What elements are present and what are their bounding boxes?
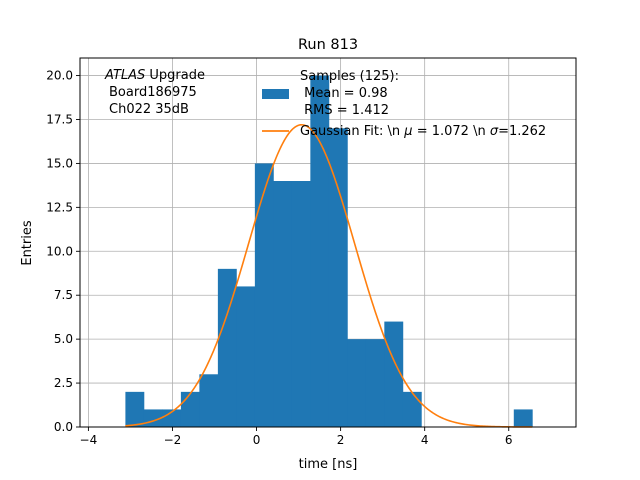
legend-samples-line-2: Mean = 0.98 [300,86,388,101]
atlas-annotation: ATLAS Upgrade Board186975 Ch022 35dB [104,68,205,117]
y-tick-label-2: 5.0 [54,332,73,346]
x-tick-label-5: 6 [505,433,513,447]
histogram-bar-0 [125,391,145,427]
y-tick-label-7: 17.5 [46,113,73,127]
histogram-bar-7 [254,163,274,427]
gaussian-fit-curve [125,123,533,428]
histogram-bar-9 [291,181,311,427]
y-axis-label: Entries [20,220,35,266]
x-tick-label-3: 2 [337,433,345,447]
x-tick-label-1: −2 [164,433,182,447]
histogram-bar-10 [310,75,330,428]
y-tick-label-4: 10.0 [46,244,73,258]
histogram-bars [125,75,533,428]
histogram-bar-15 [402,391,422,427]
axis-ticks: −4 −2 0 2 4 6 0.0 2.5 5.0 7.5 10.0 12.5 15.0 17.5 20.0 [46,69,512,447]
y-tick-label-0: 0.0 [54,420,73,434]
y-tick-label-3: 7.5 [54,288,73,302]
legend-fit-mu-symbol: μ [403,124,412,139]
legend-fit-sigma-symbol: σ [490,124,499,139]
y-tick-label-5: 12.5 [46,200,73,214]
histogram-bar-6 [236,286,256,427]
histogram-bar-5 [217,268,237,427]
x-tick-label-2: 0 [253,433,261,447]
legend-fit-suffix: =1.262 [498,124,546,139]
histogram-bar-12 [347,339,367,427]
histogram-bar-4 [199,374,219,427]
legend-fit-prefix: Gaussian Fit: \n [300,124,404,139]
histogram-bar-8 [273,181,293,427]
histogram-bar-2 [162,409,182,427]
x-tick-label-4: 4 [421,433,429,447]
legend: Samples (125): Mean = 0.98 RMS = 1.412 G… [262,69,546,139]
histogram-bar-13 [365,339,385,427]
annotation-board: Board186975 [109,85,197,100]
plot-frame [79,57,577,428]
x-axis-label: time [ns] [299,457,358,472]
chart-title: Run 813 [298,37,358,53]
y-tick-label-8: 20.0 [46,69,73,83]
legend-samples-line-3: RMS = 1.412 [300,103,389,118]
annotation-upgrade: Upgrade [145,68,205,83]
annotation-atlas: ATLAS [104,68,145,83]
legend-samples-swatch [262,89,289,99]
histogram-bar-21 [513,409,533,427]
y-tick-label-1: 2.5 [54,376,73,390]
annotation-channel: Ch022 35dB [109,102,189,117]
x-tick-label-0: −4 [80,433,98,447]
y-tick-label-6: 15.0 [46,156,73,170]
annotation-line-1: ATLAS Upgrade [104,68,205,83]
histogram-bar-3 [180,391,200,427]
legend-fit-mid: = 1.072 \n [413,124,490,139]
gaussian-fit [125,123,533,428]
legend-samples-line-1: Samples (125): [300,69,399,84]
histogram-bar-11 [328,128,348,428]
legend-fit-label: Gaussian Fit: \n μ = 1.072 \n σ=1.262 [300,124,546,139]
